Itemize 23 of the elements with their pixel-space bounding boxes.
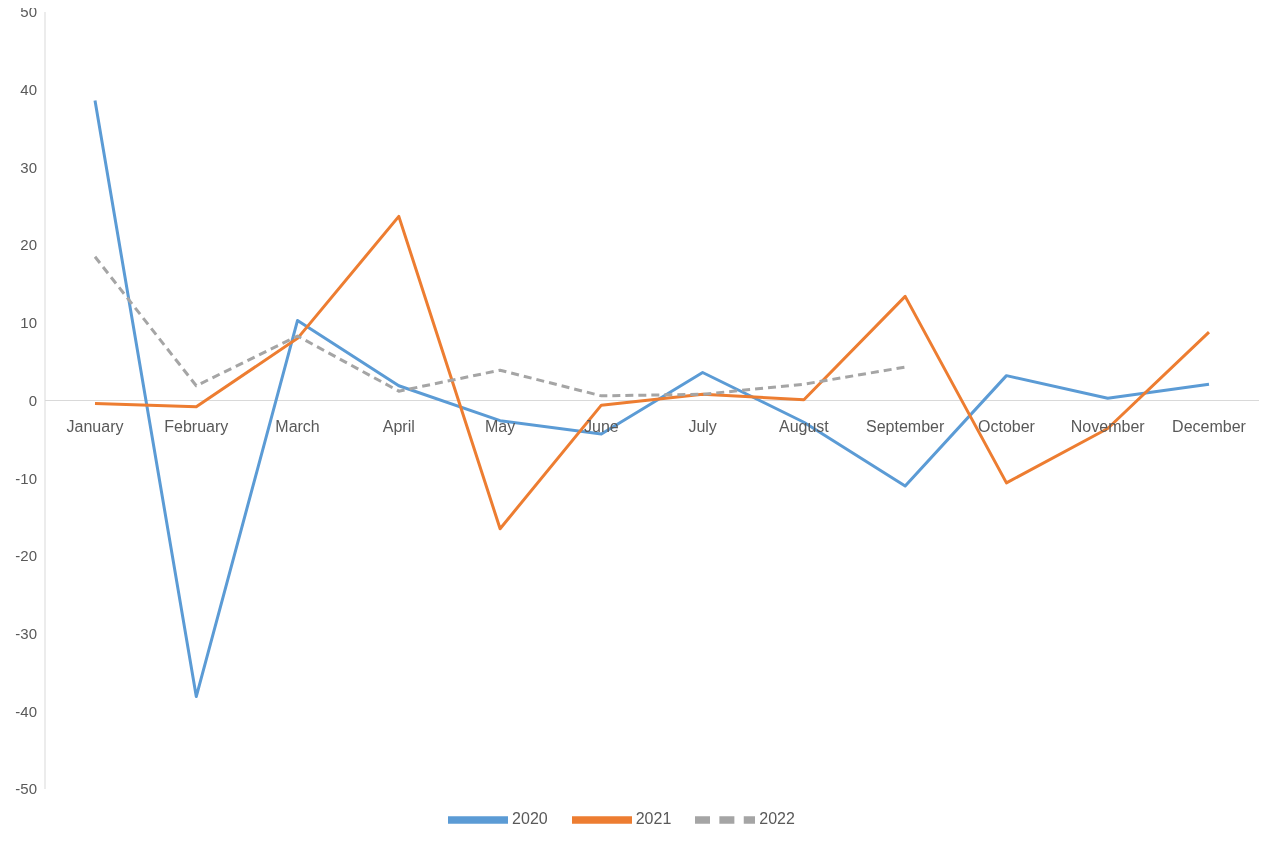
y-tick-label: -50: [15, 780, 37, 798]
x-tick-label: May: [484, 417, 516, 435]
legend-label: 2021: [635, 810, 672, 828]
x-tick-label: January: [66, 417, 124, 435]
x-tick-label: April: [382, 417, 415, 435]
y-tick-label: 0: [28, 391, 37, 409]
legend-label: 2020: [512, 810, 548, 828]
y-tick-label: -30: [15, 624, 37, 642]
x-tick-label: February: [164, 417, 229, 435]
y-tick-label: -10: [15, 469, 37, 487]
line-series: [93, 255, 907, 398]
y-tick-label: 20: [20, 236, 37, 254]
y-tick-label: -20: [15, 547, 37, 565]
x-tick-label: October: [977, 417, 1036, 435]
y-tick-label: 10: [20, 314, 37, 332]
legend-label: 2022: [759, 810, 795, 828]
x-tick-label: July: [688, 417, 717, 435]
y-tick-label: 40: [20, 81, 37, 99]
x-tick-label: December: [1172, 417, 1247, 435]
y-tick-label: 30: [20, 158, 37, 176]
y-tick-label: -40: [15, 702, 37, 720]
x-tick-label: March: [275, 417, 320, 435]
x-tick-label: September: [866, 417, 945, 435]
